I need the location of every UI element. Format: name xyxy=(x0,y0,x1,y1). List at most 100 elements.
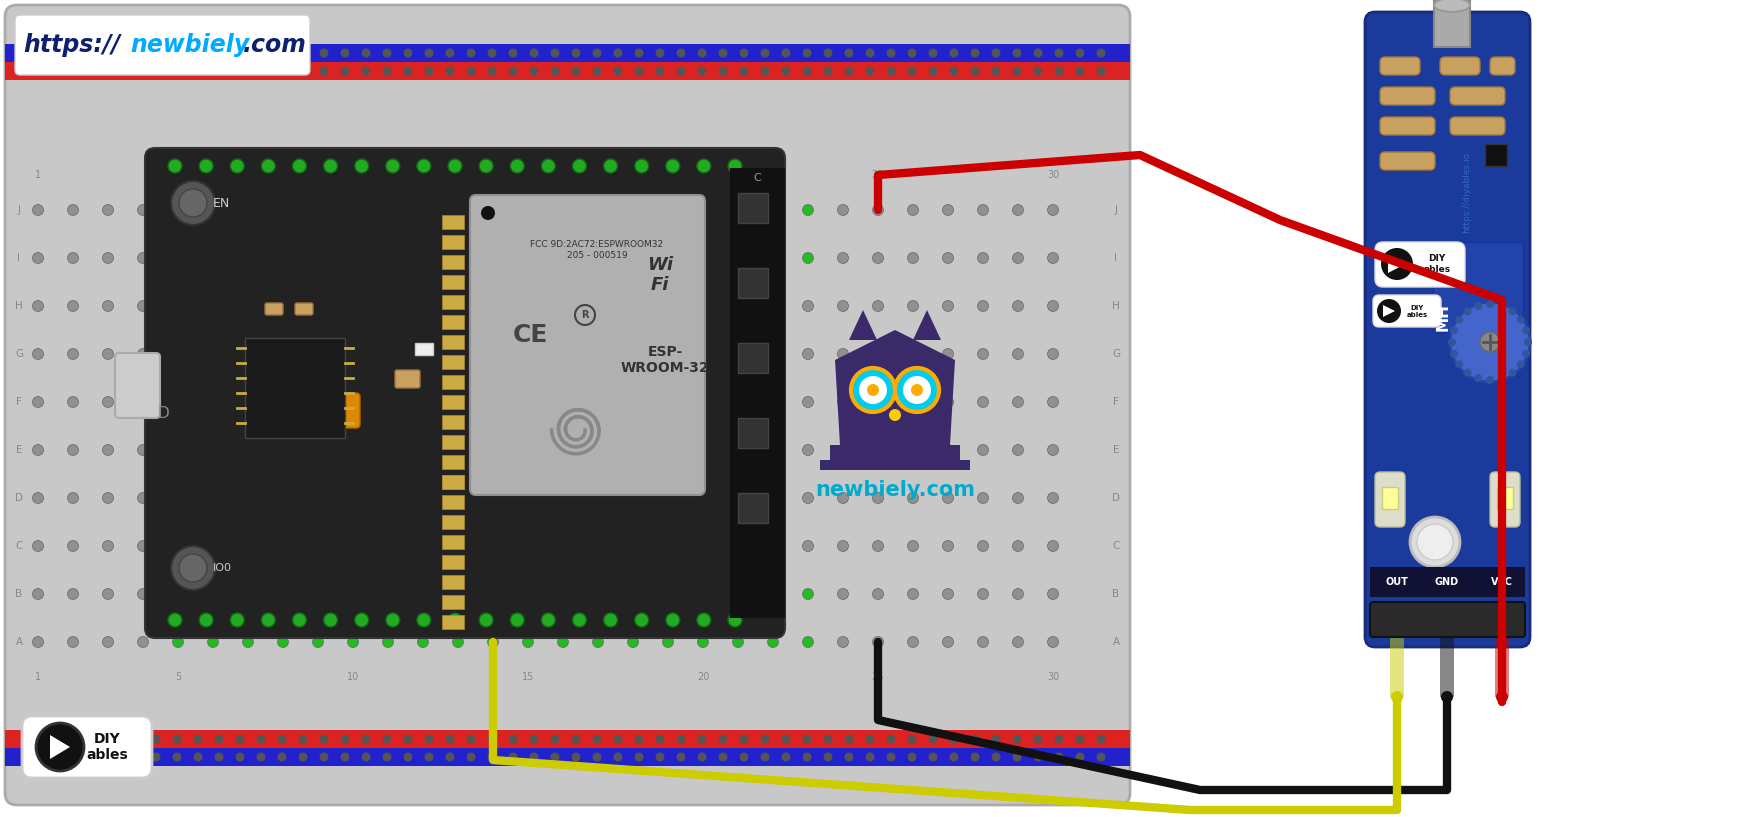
Circle shape xyxy=(138,541,148,551)
Circle shape xyxy=(508,752,517,761)
Circle shape xyxy=(452,444,464,456)
Circle shape xyxy=(1053,734,1064,743)
Circle shape xyxy=(1046,396,1058,408)
Circle shape xyxy=(1462,307,1471,315)
Circle shape xyxy=(628,493,639,503)
Circle shape xyxy=(824,734,833,743)
Circle shape xyxy=(418,588,429,600)
Circle shape xyxy=(628,636,639,648)
Circle shape xyxy=(522,396,533,408)
Circle shape xyxy=(871,349,884,359)
Circle shape xyxy=(1053,66,1064,75)
Circle shape xyxy=(229,613,243,627)
Text: EN: EN xyxy=(213,197,229,209)
Circle shape xyxy=(593,48,602,57)
Bar xyxy=(415,343,432,355)
Circle shape xyxy=(298,66,307,75)
Circle shape xyxy=(697,613,711,627)
Circle shape xyxy=(871,252,884,264)
Text: H: H xyxy=(1111,301,1118,311)
Circle shape xyxy=(88,48,97,57)
Circle shape xyxy=(138,493,148,503)
Text: DIY
ables: DIY ables xyxy=(1422,254,1450,274)
Circle shape xyxy=(760,66,769,75)
Circle shape xyxy=(138,444,148,456)
Circle shape xyxy=(662,204,674,216)
Circle shape xyxy=(418,444,429,456)
Circle shape xyxy=(487,734,496,743)
Circle shape xyxy=(1034,752,1043,761)
Circle shape xyxy=(418,636,429,648)
Circle shape xyxy=(102,588,113,600)
Circle shape xyxy=(510,613,524,627)
Circle shape xyxy=(152,66,161,75)
Circle shape xyxy=(942,493,953,503)
Circle shape xyxy=(949,48,958,57)
Bar xyxy=(441,615,464,629)
Circle shape xyxy=(277,66,286,75)
Text: .com: .com xyxy=(243,33,307,57)
Circle shape xyxy=(1046,252,1058,264)
Circle shape xyxy=(277,396,288,408)
Circle shape xyxy=(572,734,580,743)
Circle shape xyxy=(194,734,203,743)
Circle shape xyxy=(633,48,644,57)
Circle shape xyxy=(572,752,580,761)
Circle shape xyxy=(970,734,979,743)
Circle shape xyxy=(864,752,873,761)
Circle shape xyxy=(760,734,769,743)
Circle shape xyxy=(199,613,213,627)
Circle shape xyxy=(138,252,148,264)
Circle shape xyxy=(1013,752,1021,761)
Circle shape xyxy=(803,752,811,761)
Circle shape xyxy=(383,396,393,408)
Text: DIY
ables: DIY ables xyxy=(1406,305,1427,318)
Circle shape xyxy=(732,204,743,216)
Bar xyxy=(441,375,464,389)
Circle shape xyxy=(886,752,894,761)
Circle shape xyxy=(977,636,988,648)
Circle shape xyxy=(635,159,649,173)
Text: B: B xyxy=(1111,589,1118,599)
Circle shape xyxy=(732,396,743,408)
Circle shape xyxy=(1013,349,1023,359)
Circle shape xyxy=(803,252,813,264)
Circle shape xyxy=(194,752,203,761)
Circle shape xyxy=(550,66,559,75)
Circle shape xyxy=(215,752,224,761)
Circle shape xyxy=(991,734,1000,743)
Circle shape xyxy=(1390,691,1402,703)
Bar xyxy=(441,215,464,229)
Circle shape xyxy=(697,541,707,551)
Bar xyxy=(441,335,464,349)
Circle shape xyxy=(838,349,848,359)
Circle shape xyxy=(242,204,254,216)
Circle shape xyxy=(977,349,988,359)
Circle shape xyxy=(173,204,183,216)
Circle shape xyxy=(178,189,206,217)
Circle shape xyxy=(208,541,219,551)
Circle shape xyxy=(665,159,679,173)
Circle shape xyxy=(697,588,707,600)
Circle shape xyxy=(383,66,392,75)
Text: ESP-
WROOM-32: ESP- WROOM-32 xyxy=(621,345,709,375)
Circle shape xyxy=(859,376,887,404)
Circle shape xyxy=(803,541,813,551)
Circle shape xyxy=(487,588,497,600)
Text: G: G xyxy=(1111,349,1120,359)
Circle shape xyxy=(109,48,118,57)
Circle shape xyxy=(138,204,148,216)
Circle shape xyxy=(1095,66,1104,75)
Circle shape xyxy=(1053,48,1064,57)
FancyBboxPatch shape xyxy=(21,716,152,778)
Circle shape xyxy=(697,204,707,216)
Circle shape xyxy=(199,159,213,173)
Text: E: E xyxy=(16,445,23,455)
Circle shape xyxy=(871,588,884,600)
Circle shape xyxy=(838,636,848,648)
Circle shape xyxy=(1034,734,1043,743)
Circle shape xyxy=(242,588,254,600)
Circle shape xyxy=(697,252,707,264)
Circle shape xyxy=(838,204,848,216)
Circle shape xyxy=(732,349,743,359)
